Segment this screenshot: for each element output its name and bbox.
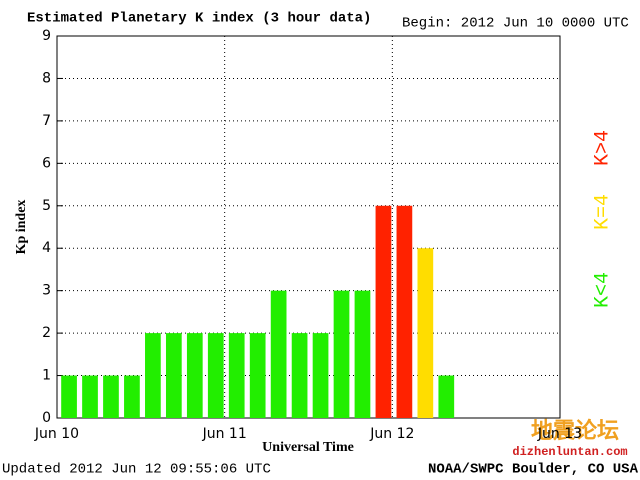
y-tick-label: 1 (42, 368, 51, 384)
bar (270, 290, 287, 418)
bar (61, 375, 77, 418)
y-tick-label: 8 (42, 70, 51, 86)
x-tick-label: Jun 10 (34, 426, 79, 442)
y-tick-label: 3 (42, 283, 51, 299)
bar (333, 290, 350, 418)
bar (145, 333, 161, 418)
bar (124, 375, 140, 418)
bar (375, 205, 392, 418)
chart-title: Estimated Planetary K index (3 hour data… (27, 11, 371, 27)
bar (249, 333, 266, 418)
bar (165, 333, 182, 418)
bar (291, 333, 308, 418)
bar (186, 333, 203, 418)
x-tick-label: Jun 11 (202, 426, 247, 442)
bar (438, 375, 455, 418)
x-axis-label: Universal Time (262, 440, 354, 455)
watermark: 地震论坛 (531, 418, 619, 445)
chart-subtitle: Begin: 2012 Jun 10 0000 UTC (402, 16, 629, 32)
x-tick-label: Jun 13 (537, 426, 582, 442)
y-tick-label: 2 (42, 325, 51, 341)
bar (417, 248, 434, 418)
bar (354, 290, 371, 418)
plot-area (56, 35, 561, 419)
footer-left: Updated 2012 Jun 12 09:55:06 UTC (2, 462, 271, 478)
y-tick-label: 0 (42, 410, 51, 426)
y-axis-label: Kp index (14, 200, 29, 255)
bar (82, 375, 98, 418)
y-tick-label: 9 (42, 28, 51, 44)
legend-label: K=4 (591, 194, 614, 230)
bar (312, 333, 329, 418)
y-tick-label: 6 (42, 155, 51, 171)
bar (396, 205, 413, 418)
y-tick-label: 7 (42, 113, 51, 129)
legend-label: K<4 (591, 272, 614, 308)
legend-label: K>4 (591, 130, 614, 166)
x-tick-label: Jun 12 (369, 426, 414, 442)
bar (228, 333, 245, 418)
bar (103, 375, 119, 418)
y-tick-label: 5 (42, 198, 51, 214)
bar (207, 333, 224, 418)
y-tick-label: 4 (42, 240, 51, 256)
watermark-url: dizhenluntan.com (512, 445, 627, 459)
footer-right: NOAA/SWPC Boulder, CO USA (428, 462, 639, 478)
